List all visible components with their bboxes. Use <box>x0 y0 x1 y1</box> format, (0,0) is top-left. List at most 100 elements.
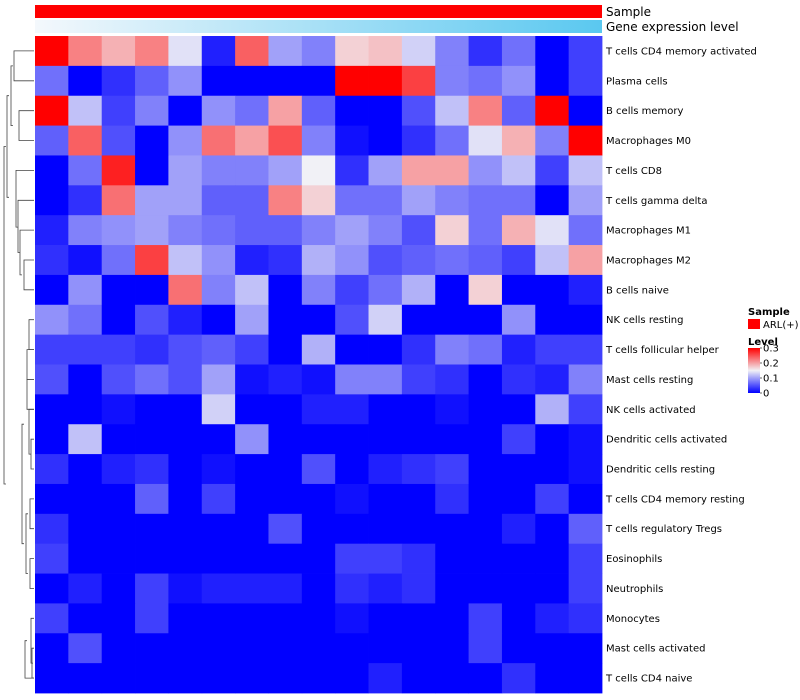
heatmap-cell <box>301 543 336 574</box>
heatmap-cell <box>568 543 603 574</box>
heatmap-cell <box>101 543 136 574</box>
heatmap-cell <box>235 334 269 365</box>
heatmap-cell <box>35 215 69 246</box>
heatmap-cell <box>335 274 369 306</box>
heatmap-cell <box>568 245 603 276</box>
heatmap-cell <box>335 543 369 574</box>
heatmap-cell <box>435 215 469 246</box>
heatmap-cell <box>501 394 536 425</box>
row-label: Plasma cells <box>606 76 668 87</box>
heatmap-cell <box>468 95 503 126</box>
row-label: T cells CD4 naive <box>605 674 692 685</box>
heatmap-cell <box>201 573 236 604</box>
heatmap-cell <box>101 215 136 246</box>
heatmap-cell <box>268 334 303 365</box>
heatmap-cell <box>35 454 69 485</box>
heatmap-cell <box>368 573 403 604</box>
heatmap-cell <box>368 304 403 336</box>
heatmap-cell <box>101 394 136 425</box>
dendrogram-branch <box>10 65 13 126</box>
heatmap-cell <box>335 155 369 186</box>
heatmap-cell <box>368 36 403 67</box>
heatmap-cell <box>501 364 536 395</box>
heatmap-cell <box>35 573 69 604</box>
heatmap-cell <box>35 663 69 694</box>
heatmap-cell <box>68 603 103 634</box>
heatmap-cell <box>301 185 336 216</box>
heatmap-cell <box>135 513 169 545</box>
heatmap-cell <box>268 633 303 664</box>
heatmap-cell <box>35 483 69 515</box>
heatmap-cell <box>101 573 136 604</box>
heatmap-cell <box>101 334 136 365</box>
heatmap-cell <box>168 65 203 97</box>
heatmap-cell <box>101 364 136 395</box>
heatmap-cell <box>235 603 269 634</box>
heatmap-cell <box>35 36 69 67</box>
heatmap-cell <box>468 65 503 97</box>
heatmap-cell <box>235 454 269 485</box>
heatmap-cell <box>201 543 236 574</box>
heatmap-cell <box>301 394 336 425</box>
legend-sample: Sample ARL(+) <box>748 307 799 331</box>
heatmap-cell <box>201 334 236 365</box>
heatmap-cell <box>168 424 203 455</box>
legend-level-ticks: 0.3 0.2 0.1 0 <box>760 344 779 400</box>
heatmap-cell <box>268 424 303 455</box>
heatmap-cell <box>468 125 503 156</box>
heatmap-cell <box>535 663 570 694</box>
heatmap-cell <box>168 394 203 425</box>
heatmap-cell <box>68 663 103 694</box>
dendrogram-branch <box>24 640 34 679</box>
heatmap-cell <box>335 364 369 395</box>
heatmap-cell <box>401 185 436 216</box>
heatmap-cell <box>201 304 236 336</box>
dendrogram-branch <box>19 229 34 276</box>
heatmap-cell <box>401 573 436 604</box>
row-label: NK cells activated <box>606 405 696 416</box>
heatmap-cell <box>535 274 570 306</box>
heatmap-cell <box>68 65 103 97</box>
heatmap-cell <box>268 125 303 156</box>
heatmap-cell <box>135 95 169 126</box>
heatmap-cell <box>201 65 236 97</box>
heatmap-cell <box>568 304 603 336</box>
annotation-sample-label: Sample <box>606 5 651 19</box>
heatmap-cell <box>235 394 269 425</box>
heatmap-cell <box>68 424 103 455</box>
dendrogram-branch <box>30 617 34 664</box>
heatmap-cell <box>501 454 536 485</box>
heatmap-cell <box>235 65 269 97</box>
heatmap-cell <box>235 274 269 306</box>
heatmap-cell <box>35 125 69 156</box>
heatmap-cell <box>568 155 603 186</box>
dendrogram-branch <box>29 558 34 589</box>
heatmap-cell <box>268 454 303 485</box>
heatmap-cell <box>335 245 369 276</box>
heatmap-cell <box>235 424 269 455</box>
heatmap-cell <box>68 155 103 186</box>
heatmap-cell <box>535 424 570 455</box>
heatmap-cell <box>368 603 403 634</box>
heatmap-cell <box>68 573 103 604</box>
heatmap-cell <box>401 274 436 306</box>
heatmap-cell <box>468 274 503 306</box>
heatmap-cell <box>435 274 469 306</box>
heatmap-cell <box>301 334 336 365</box>
heatmap-cell <box>135 603 169 634</box>
heatmap-cell <box>201 274 236 306</box>
dendrogram-branch <box>3 146 6 485</box>
dendrogram-branch <box>28 408 34 455</box>
heatmap-cell <box>435 543 469 574</box>
heatmap-cell <box>168 185 203 216</box>
heatmap-cell <box>235 483 269 515</box>
heatmap-cell <box>401 215 436 246</box>
heatmap-cell <box>168 364 203 395</box>
dendrogram-branch <box>17 199 34 253</box>
heatmap-cell <box>135 155 169 186</box>
heatmap-cell <box>101 245 136 276</box>
heatmap-cell <box>68 125 103 156</box>
heatmap-cell <box>468 513 503 545</box>
heatmap-cell <box>35 364 69 395</box>
row-label: T cells CD4 memory resting <box>605 494 745 505</box>
